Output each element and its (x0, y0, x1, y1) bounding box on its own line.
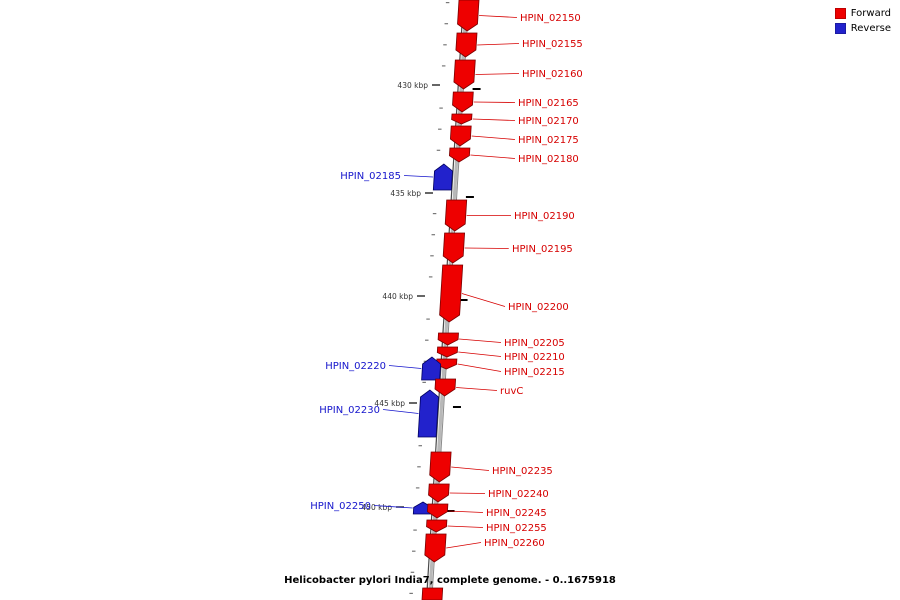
gene-leader-line (388, 365, 422, 369)
gene-leader-line (373, 505, 413, 509)
gene-leader-line (447, 525, 484, 528)
gene-leader-line (446, 542, 482, 549)
gene-label-HPIN_02250[interactable]: HPIN_02250 (310, 501, 371, 512)
legend-reverse-row: Reverse (834, 23, 891, 34)
gene-label-HPIN_02185[interactable]: HPIN_02185 (340, 171, 401, 182)
gene-box-HPIN_02210[interactable] (436, 346, 459, 358)
gene-label-HPIN_02210[interactable]: HPIN_02210 (504, 352, 565, 363)
gene-leader-line (382, 409, 419, 414)
reverse-strand-swatch (834, 23, 846, 34)
gene-box-HPIN_02230[interactable] (417, 389, 439, 438)
gene-label-HPIN_02240[interactable]: HPIN_02240 (488, 489, 549, 500)
gene-box-HPIN_02245[interactable] (426, 503, 449, 519)
scale-label: 435 kbp (390, 189, 421, 198)
gene-leader-line (470, 154, 516, 159)
gene-leader-line (461, 293, 506, 307)
gene-box-HPIN_02185[interactable] (432, 163, 453, 191)
gene-box-HPIN_02205[interactable] (437, 332, 459, 346)
gene-box-HPIN_02195[interactable] (442, 232, 466, 264)
gene-label-HPIN_02235[interactable]: HPIN_02235 (492, 466, 553, 477)
gene-label-HPIN_02150[interactable]: HPIN_02150 (520, 13, 581, 24)
gene-label-HPIN_02200[interactable]: HPIN_02200 (508, 302, 569, 313)
gene-leader-line (448, 510, 484, 513)
gene-leader-line (458, 351, 502, 357)
gene-label-HPIN_02245[interactable]: HPIN_02245 (486, 508, 547, 519)
gene-box-unlabeled[interactable] (421, 587, 444, 600)
gene-leader-line (459, 338, 502, 343)
gene-box-HPIN_02170[interactable] (451, 113, 473, 125)
gene-label-HPIN_02155[interactable]: HPIN_02155 (522, 39, 583, 50)
gene-leader-line (479, 15, 518, 18)
gene-leader-line (471, 135, 516, 140)
gene-leader-line (449, 492, 486, 494)
gene-label-HPIN_02195[interactable]: HPIN_02195 (512, 244, 573, 255)
gene-label-HPIN_02205[interactable]: HPIN_02205 (504, 338, 565, 349)
legend-forward-row: Forward (834, 8, 891, 19)
gene-box-HPIN_02200[interactable] (439, 264, 464, 323)
gene-leader-line (456, 387, 498, 391)
gene-box-HPIN_02160[interactable] (453, 59, 476, 90)
gene-label-HPIN_02180[interactable]: HPIN_02180 (518, 154, 579, 165)
gene-leader-line (475, 73, 520, 75)
gene-label-HPIN_02230[interactable]: HPIN_02230 (319, 405, 380, 416)
gene-box-HPIN_02220[interactable] (421, 356, 442, 381)
gene-leader-line (457, 363, 502, 372)
gene-leader-line (464, 247, 510, 249)
scale-label: 450 kbp (361, 503, 392, 512)
gene-label-HPIN_02175[interactable]: HPIN_02175 (518, 135, 579, 146)
gene-box-HPIN_02260[interactable] (424, 533, 447, 563)
legend-reverse-label: Reverse (850, 23, 891, 34)
scale-label: 445 kbp (374, 399, 405, 408)
scale-label: 430 kbp (397, 81, 428, 90)
gene-leader-line (472, 118, 516, 121)
gene-leader-line (473, 101, 516, 103)
gene-label-HPIN_02255[interactable]: HPIN_02255 (486, 523, 547, 534)
gene-leader-line (403, 175, 434, 178)
genome-caption: Helicobacter pylori India7, complete gen… (284, 575, 616, 586)
forward-strand-swatch (834, 8, 846, 19)
gene-label-HPIN_02170[interactable]: HPIN_02170 (518, 116, 579, 127)
gene-label-ruvC[interactable]: ruvC (500, 386, 523, 397)
legend-forward-label: Forward (850, 8, 891, 19)
gene-box-ruvC[interactable] (434, 378, 457, 397)
gene-label-HPIN_02215[interactable]: HPIN_02215 (504, 367, 565, 378)
gene-box-HPIN_02155[interactable] (455, 32, 478, 58)
gene-leader-line (451, 466, 490, 471)
gene-leader-line (477, 43, 520, 46)
legend: Forward Reverse (834, 8, 891, 38)
scale-label: 440 kbp (382, 292, 413, 301)
gene-box-HPIN_02190[interactable] (444, 199, 468, 232)
gene-box-HPIN_02175[interactable] (449, 125, 472, 147)
gene-label-HPIN_02160[interactable]: HPIN_02160 (522, 69, 583, 80)
gene-box-HPIN_02180[interactable] (448, 147, 471, 163)
gene-label-HPIN_02260[interactable]: HPIN_02260 (484, 538, 545, 549)
gene-box-HPIN_02255[interactable] (426, 519, 448, 533)
gene-label-HPIN_02165[interactable]: HPIN_02165 (518, 98, 579, 109)
gene-label-HPIN_02190[interactable]: HPIN_02190 (514, 211, 575, 222)
gene-box-HPIN_02150[interactable] (457, 0, 480, 32)
gene-box-HPIN_02235[interactable] (429, 451, 452, 483)
gene-box-HPIN_02165[interactable] (452, 91, 474, 113)
gene-label-HPIN_02220[interactable]: HPIN_02220 (325, 361, 386, 372)
gene-box-HPIN_02240[interactable] (428, 483, 450, 503)
